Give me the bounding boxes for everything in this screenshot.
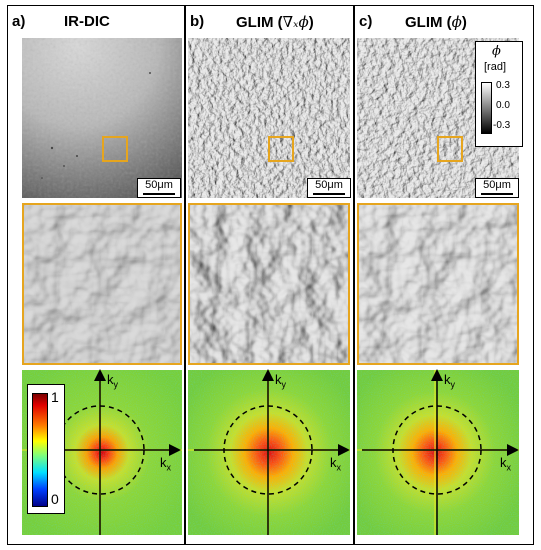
kx-label-c: kx <box>500 455 511 473</box>
column-b-title: b) GLIM (∇ₓϕ) <box>190 8 355 36</box>
column-c-title: c) GLIM (ϕ) <box>359 8 529 36</box>
glim-phase-zoom-image <box>357 203 519 365</box>
column-c-name-text: GLIM ( <box>405 14 452 31</box>
kx-label-b: kx <box>330 455 341 473</box>
column-c-name: GLIM (ϕ) <box>405 8 467 37</box>
k-axes-b <box>194 369 350 535</box>
spectrum-colorbar-min: 0 <box>51 491 59 507</box>
phase-colorbar <box>481 82 492 134</box>
k-axes-c <box>362 369 519 535</box>
scale-bar-b: 50μm <box>307 178 351 198</box>
spectrum-colorbar-legend: 1 0 <box>27 384 65 514</box>
phase-tick-min: -0.3 <box>493 120 511 131</box>
scale-bar-c-line <box>481 193 513 195</box>
column-a-letter: a) <box>12 13 26 30</box>
phase-tick-max: 0.3 <box>496 80 510 91</box>
phase-colorbar-legend: ϕ [rad] 0.3 0.0 -0.3 <box>475 41 523 147</box>
phase-tick-mid: 0.0 <box>496 100 510 111</box>
roi-box-c <box>437 136 463 162</box>
ir-dic-zoom-image <box>22 203 182 365</box>
column-c-name-end: ) <box>461 14 467 31</box>
cutoff-circle-b <box>223 405 313 495</box>
ky-label-c: ky <box>444 372 455 390</box>
glim-gradient-spectrum <box>188 370 350 535</box>
kx-label-a: kx <box>160 455 171 473</box>
ky-label-a: ky <box>107 372 118 390</box>
spectrum-colorbar <box>32 393 48 507</box>
scale-bar-a: 50μm <box>137 178 181 198</box>
scale-bar-a-label: 50μm <box>145 179 173 191</box>
glim-phase-spectrum <box>357 370 519 535</box>
column-a-name: IR-DIC <box>64 13 110 30</box>
column-c-letter: c) <box>359 13 373 30</box>
phase-legend-unit: [rad] <box>484 61 507 73</box>
figure-frame <box>7 5 534 545</box>
column-b-name-end: ) <box>308 14 314 31</box>
scale-bar-a-line <box>143 193 175 195</box>
zoom-border-a <box>22 203 182 365</box>
column-divider-2 <box>353 5 355 545</box>
zoom-border-c <box>357 203 519 365</box>
scale-bar-c: 50μm <box>475 178 519 198</box>
column-b-letter: b) <box>190 13 205 30</box>
zoom-border-b <box>188 203 350 365</box>
scale-bar-b-label: 50μm <box>315 179 343 191</box>
column-b-math: ∇ₓϕ <box>282 13 309 31</box>
column-a-title: a) IR-DIC <box>12 8 182 36</box>
spectrum-colorbar-max: 1 <box>51 389 59 405</box>
cutoff-circle-c <box>392 405 482 495</box>
column-divider-1 <box>184 5 186 545</box>
roi-box-b <box>268 136 294 162</box>
glim-gradient-zoom-image <box>188 203 350 365</box>
ky-label-b: ky <box>275 372 286 390</box>
column-b-name-text: GLIM ( <box>236 14 283 31</box>
column-b-name: GLIM (∇ₓϕ) <box>236 8 314 37</box>
ir-dic-full-image <box>22 38 182 198</box>
scale-bar-b-line <box>313 193 345 195</box>
phase-legend-symbol: ϕ <box>492 44 501 59</box>
column-c-math: ϕ <box>451 13 462 31</box>
scale-bar-c-label: 50μm <box>483 179 511 191</box>
glim-gradient-full-image <box>188 38 350 198</box>
roi-box-a <box>102 136 128 162</box>
